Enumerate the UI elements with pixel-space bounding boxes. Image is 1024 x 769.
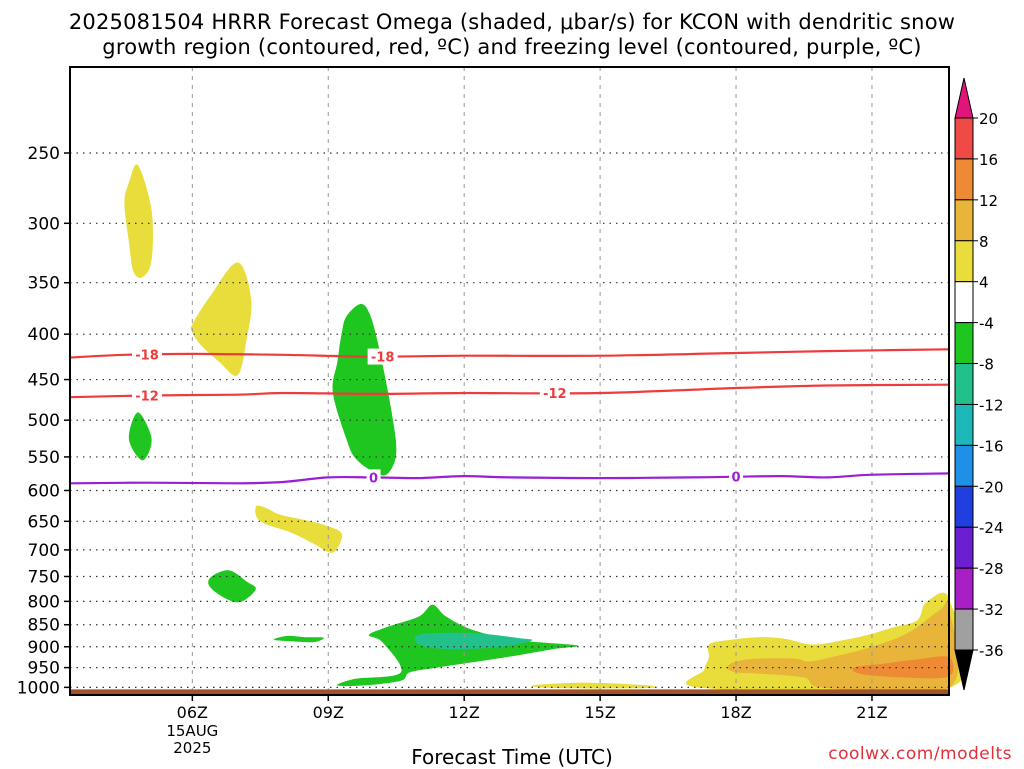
colorbar-bin-4: [954, 240, 974, 283]
y-tick-label-1000: 1000: [17, 678, 60, 698]
omega-region-5: [208, 570, 256, 603]
y-tick-label-650: 650: [28, 512, 60, 532]
contour-label-0-1: 0: [732, 471, 741, 486]
colorbar-label-16: 16: [979, 151, 998, 169]
contour-label-0-0: 0: [369, 471, 378, 486]
omega-region-8: [414, 632, 533, 650]
y-tick-label-600: 600: [28, 481, 60, 501]
temperature-contours: -18 -18 -12 -12 0 0: [69, 346, 950, 486]
colorbar-bin--32: [954, 567, 974, 610]
colorbar-bin--36: [954, 608, 974, 651]
y-tick-label-550: 550: [28, 448, 60, 468]
contour-label-bg: [132, 346, 163, 363]
contour-label--18-1: -18: [371, 351, 395, 366]
omega-region-0: [124, 164, 153, 278]
y-tick-label-400: 400: [28, 325, 60, 345]
colorbar-label--12: -12: [979, 396, 1004, 414]
colorbar-bin--16: [954, 403, 974, 446]
x-tick-sublabel-1: 2025: [173, 739, 211, 757]
colorbar-label-4: 4: [979, 274, 989, 292]
y-tick-label-500: 500: [28, 411, 60, 431]
plot-area: [70, 67, 949, 695]
contour-label--12-0: -12: [135, 390, 159, 405]
colorbar-bin--4: [954, 281, 974, 324]
plot-frame: [69, 66, 950, 696]
contour-label-bg: [366, 469, 381, 486]
x-tick-label-06Z: 06Z: [177, 703, 208, 722]
colorbar-label--24: -24: [979, 519, 1004, 537]
ground-layer: [70, 689, 949, 695]
omega-region-6: [273, 635, 324, 643]
chart-title-line-1: 2025081504 HRRR Forecast Omega (shaded, …: [68, 10, 956, 34]
x-tick-label-09Z: 09Z: [313, 703, 344, 722]
y-tick-label-950: 950: [28, 659, 60, 679]
y-tick-label-800: 800: [28, 592, 60, 612]
colorbar-label-12: 12: [979, 192, 998, 210]
colorbar-bin-8: [954, 199, 974, 242]
contour-label--18-0: -18: [135, 349, 159, 364]
x-tick-sublabel-0: 15AUG: [166, 722, 218, 740]
colorbar-bin-16: [954, 117, 974, 160]
omega-region-1: [190, 262, 252, 377]
colorbar-over-triangle: [954, 77, 974, 119]
colorbar: 20 16 12 8 4 -4 -8 -12 -16 -20 -24 -28 -32 -36: [954, 77, 1004, 691]
y-tick-label-300: 300: [28, 214, 60, 234]
omega-region-4: [332, 304, 397, 476]
ground-fill: [70, 689, 949, 695]
contour--12: [69, 383, 950, 399]
contour-label-bg: [367, 348, 398, 365]
colorbar-bin--12: [954, 363, 974, 405]
y-tick-label-450: 450: [28, 371, 60, 391]
axes: 2503003504004505005506006507007508008509…: [17, 66, 950, 757]
omega-region-9: [531, 682, 658, 689]
credit-link[interactable]: coolwx.com/modelts: [828, 744, 1012, 764]
colorbar-label--16: -16: [979, 437, 1004, 455]
colorbar-label--28: -28: [979, 560, 1004, 578]
colorbar-label--20: -20: [979, 478, 1004, 496]
grid-lines: [70, 67, 949, 695]
colorbar-label--32: -32: [979, 601, 1004, 619]
colorbar-bin--8: [954, 322, 974, 365]
y-tick-label-900: 900: [28, 638, 60, 658]
omega-region-3: [128, 412, 152, 461]
y-tick-label-250: 250: [28, 144, 60, 164]
colorbar-under-triangle: [954, 649, 974, 691]
contour--18: [69, 348, 950, 359]
contour-label-bg: [729, 468, 744, 485]
x-tick-label-15Z: 15Z: [584, 703, 615, 722]
contour-label--12-1: -12: [543, 387, 567, 402]
y-tick-label-750: 750: [28, 567, 60, 587]
contour-label-bg: [132, 387, 163, 404]
colorbar-label-20: 20: [979, 110, 998, 128]
colorbar-bin--28: [954, 526, 974, 569]
colorbar-bin--20: [954, 444, 974, 487]
contour-0: [69, 472, 950, 485]
x-tick-label-18Z: 18Z: [720, 703, 751, 722]
x-axis-label: Forecast Time (UTC): [411, 745, 613, 769]
x-tick-label-12Z: 12Z: [449, 703, 480, 722]
x-tick-label-21Z: 21Z: [856, 703, 887, 722]
chart-title-line-2: growth region (contoured, red, ºC) and f…: [102, 35, 922, 59]
omega-region-2: [255, 505, 343, 553]
omega-shaded-regions: [124, 164, 969, 696]
y-tick-label-700: 700: [28, 541, 60, 561]
y-tick-label-350: 350: [28, 274, 60, 294]
colorbar-label-8: 8: [979, 233, 989, 251]
contour-label-bg: [539, 385, 570, 402]
colorbar-bin-12: [954, 158, 974, 201]
colorbar-label--36: -36: [979, 642, 1004, 660]
colorbar-label--8: -8: [979, 356, 994, 374]
y-tick-label-850: 850: [28, 616, 60, 636]
colorbar-label--4: -4: [979, 315, 994, 333]
colorbar-bin--24: [954, 485, 974, 528]
